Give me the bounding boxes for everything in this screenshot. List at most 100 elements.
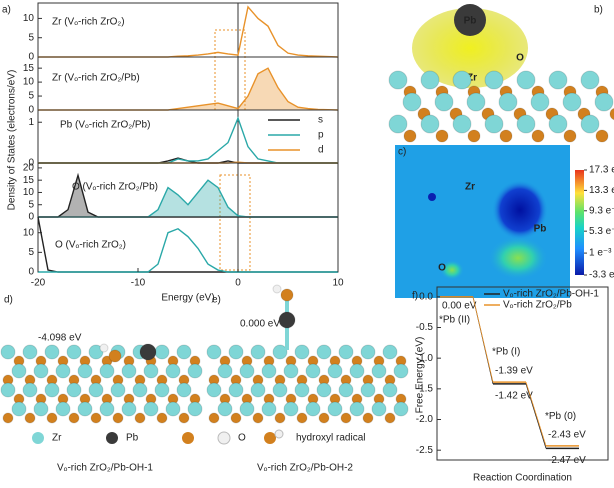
atom	[55, 401, 71, 417]
area-fill	[38, 180, 338, 217]
atom	[261, 363, 277, 379]
atom-label: Zr	[465, 182, 475, 193]
atom	[217, 363, 233, 379]
y-tick-label: 5	[28, 247, 34, 258]
atom	[420, 70, 440, 90]
legend-label: p	[318, 130, 324, 141]
atom	[371, 363, 387, 379]
atom	[33, 363, 49, 379]
area-fill	[38, 68, 338, 110]
legend-atom	[32, 432, 44, 444]
atom	[11, 363, 27, 379]
atom	[382, 382, 398, 398]
category-label: *Pb (0)	[545, 411, 576, 422]
panel-label: a)	[2, 5, 11, 16]
colorbar-tick-label: 5.3 e⁻³	[589, 226, 614, 237]
y-tick-label: 10	[23, 187, 35, 198]
pb-atom	[454, 4, 486, 36]
legend-atom	[182, 432, 194, 444]
y-tick-label: 0	[28, 158, 34, 169]
atom	[55, 363, 71, 379]
atom	[435, 129, 449, 143]
atom	[360, 382, 376, 398]
y-tick-label: 10	[23, 13, 35, 24]
dos-line	[38, 5, 339, 58]
atom	[272, 382, 288, 398]
panel-label: d)	[4, 295, 13, 306]
x-axis-title: Energy (eV)	[161, 293, 214, 304]
atom	[68, 412, 80, 424]
atom	[530, 92, 550, 112]
panel-title: Pb (Vₒ-rich ZrO₂/Pb)	[60, 120, 150, 131]
atom	[46, 412, 58, 424]
legend-label: O	[238, 433, 246, 444]
atom	[252, 412, 264, 424]
y-tick-label: 10	[23, 227, 35, 238]
energy-label: -4.098 eV	[38, 333, 82, 344]
atom	[283, 401, 299, 417]
legend-label: d	[318, 145, 324, 156]
energy-label: 0.000 eV	[240, 319, 280, 330]
category-label: *Pb (II)	[439, 314, 470, 325]
atom	[362, 412, 374, 424]
atom	[296, 412, 308, 424]
y-tick-label: -2.5	[416, 445, 434, 456]
atom	[388, 70, 408, 90]
legend-label: Pb	[126, 433, 139, 444]
map-blob	[488, 236, 548, 280]
atom	[206, 344, 222, 360]
atom	[165, 363, 181, 379]
atom	[132, 382, 148, 398]
legend-label: hydroxyl radical	[296, 433, 365, 444]
atom	[44, 344, 60, 360]
atom	[402, 92, 422, 112]
x-tick-label: -20	[31, 278, 46, 289]
x-tick-label: 0	[235, 278, 241, 289]
dos-line	[38, 227, 338, 273]
atom	[239, 363, 255, 379]
atom	[388, 114, 408, 134]
atom	[548, 114, 568, 134]
x-tick-label: -10	[131, 278, 146, 289]
atom	[484, 114, 504, 134]
y-tick-label: 10	[23, 77, 35, 88]
atom	[108, 349, 122, 363]
atom	[88, 382, 104, 398]
atom	[327, 401, 343, 417]
atom	[272, 284, 282, 294]
atom	[90, 412, 102, 424]
atom	[154, 382, 170, 398]
category-label: *Pb (I)	[492, 347, 520, 358]
atom	[24, 412, 36, 424]
atom	[156, 412, 168, 424]
atom	[66, 382, 82, 398]
atom-label: Pb	[534, 224, 547, 235]
legend-atom	[106, 432, 118, 444]
atom	[338, 344, 354, 360]
atom	[371, 401, 387, 417]
legend-label: Zr	[52, 433, 62, 444]
atom	[340, 412, 352, 424]
atom	[44, 382, 60, 398]
legend-atom	[274, 429, 284, 439]
y-tick-label: 0	[28, 212, 34, 223]
colorbar-tick-label: 9.3 e⁻³	[589, 205, 614, 216]
legend-label: Vₒ-rich ZrO₂/Pb-OH-1	[503, 289, 599, 300]
atom	[206, 382, 222, 398]
atom	[139, 343, 157, 361]
connector	[525, 383, 547, 449]
y-tick-label: 0	[28, 267, 34, 278]
atom	[305, 363, 321, 379]
atom	[580, 114, 600, 134]
atom	[0, 382, 16, 398]
caption: Vₒ-rich ZrO₂/Pb-OH-2	[257, 463, 353, 474]
y-tick-label: 15	[23, 63, 35, 74]
atom	[99, 343, 109, 353]
atom	[452, 114, 472, 134]
connector	[472, 296, 494, 383]
atom	[403, 129, 417, 143]
atom	[261, 401, 277, 417]
atom	[580, 70, 600, 90]
colorbar	[575, 170, 584, 275]
